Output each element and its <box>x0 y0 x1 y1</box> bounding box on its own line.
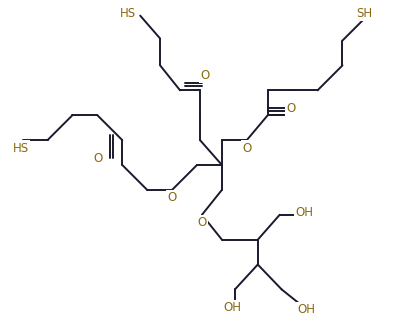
Text: O: O <box>242 142 252 155</box>
Text: OH: OH <box>296 206 314 219</box>
Text: SH: SH <box>356 7 373 20</box>
Text: O: O <box>167 191 177 204</box>
Text: O: O <box>197 216 207 229</box>
Text: O: O <box>286 102 295 115</box>
Text: HS: HS <box>13 142 29 155</box>
Text: OH: OH <box>298 303 316 316</box>
Text: OH: OH <box>224 301 242 314</box>
Text: HS: HS <box>120 7 136 20</box>
Text: O: O <box>94 151 103 164</box>
Text: O: O <box>200 69 209 82</box>
